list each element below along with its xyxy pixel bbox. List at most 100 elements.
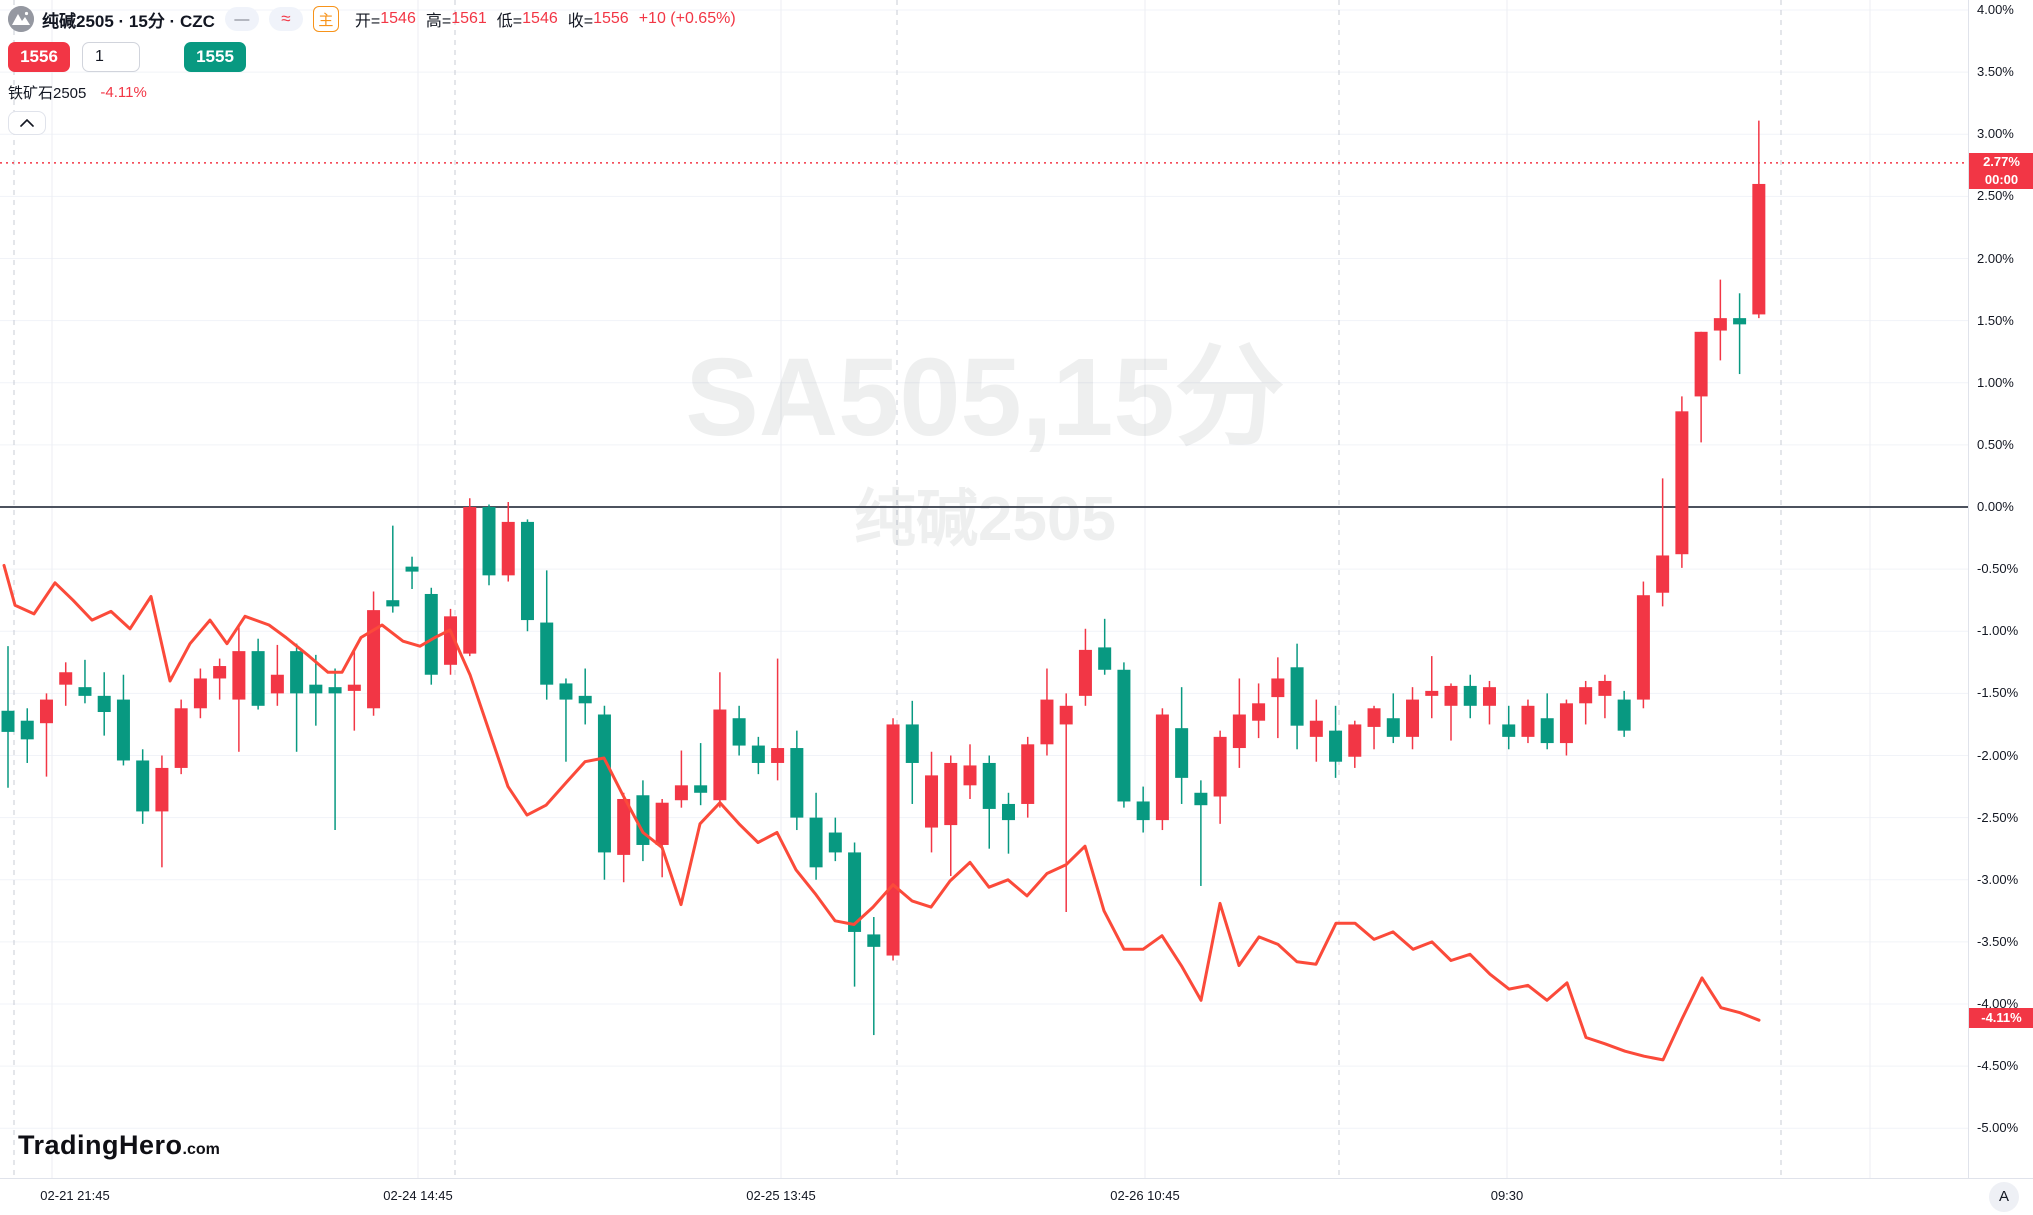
- buy-button[interactable]: 1555: [184, 42, 246, 72]
- candle: [713, 672, 727, 808]
- candle: [1194, 780, 1208, 886]
- candle: [1175, 687, 1189, 804]
- candle: [617, 792, 631, 883]
- candle: [251, 638, 265, 710]
- trade-buttons-row: 1556 1555: [8, 42, 736, 72]
- price-tick-label: 4.00%: [1977, 2, 2014, 17]
- sell-button[interactable]: 1556: [8, 42, 70, 72]
- overlay-legend-row[interactable]: 铁矿石2505 -4.11%: [8, 82, 736, 103]
- price-tick-label: -4.50%: [1977, 1058, 2019, 1074]
- quantity-input[interactable]: [82, 42, 140, 72]
- candle: [1617, 690, 1631, 737]
- time-tick-label: 02-24 14:45: [383, 1188, 453, 1203]
- price-tick-label: -5.00%: [1977, 1120, 2019, 1136]
- candle: [1425, 656, 1439, 719]
- candle: [20, 708, 34, 763]
- candle: [1579, 680, 1593, 725]
- symbol-title[interactable]: 纯碱2505 · 15分 · CZC: [42, 11, 215, 31]
- candle: [1252, 683, 1266, 739]
- price-tick-label: -3.00%: [1977, 871, 2019, 887]
- candle: [867, 917, 881, 1036]
- candle: [790, 730, 804, 831]
- price-tick-label: -0.50%: [1977, 561, 2019, 577]
- low-label: 低=: [496, 13, 523, 30]
- candle: [694, 743, 708, 806]
- candle: [78, 659, 92, 704]
- candle: [520, 519, 534, 632]
- price-tick-label: 3.00%: [1977, 126, 2014, 142]
- main-contract-badge[interactable]: 主: [312, 6, 339, 32]
- price-tick-label: -2.50%: [1977, 809, 2019, 825]
- candle: [424, 587, 438, 685]
- candle: [1059, 693, 1073, 913]
- candle: [1733, 293, 1747, 375]
- candle: [1656, 478, 1670, 607]
- candle: [1098, 618, 1112, 675]
- time-tick-label: 09:30: [1490, 1188, 1524, 1203]
- close-label: 收=: [567, 13, 594, 30]
- overlay-line-series: [2, 563, 1761, 1062]
- price-axis[interactable]: 2.77% 00:00 -4.11% 4.00% 3.50% 3.00% 2.50% 2…: [1968, 0, 2033, 1178]
- candle: [578, 668, 592, 725]
- candle: [463, 498, 477, 657]
- axis-settings-button[interactable]: A: [1989, 1182, 2019, 1212]
- candle: [963, 744, 977, 799]
- candle: [367, 591, 381, 716]
- candle: [1444, 683, 1458, 741]
- candle: [155, 755, 169, 868]
- interval-dash-icon[interactable]: —: [224, 7, 259, 31]
- candle: [1348, 720, 1362, 768]
- symbol-logo-icon[interactable]: [8, 6, 34, 32]
- high-label: 高=: [425, 13, 452, 30]
- candle: [1540, 693, 1554, 750]
- candle: [482, 504, 496, 586]
- overlay-symbol-name: 铁矿石2505: [8, 85, 87, 102]
- price-tick-label: -2.00%: [1977, 747, 2019, 763]
- chart-header: 纯碱2505 · 15分 · CZC — ≈ 主 开= 1546 高= 1561 低…: [8, 5, 736, 135]
- candle: [290, 643, 304, 752]
- candle: [59, 662, 73, 706]
- candle: [39, 693, 53, 777]
- candle: [655, 798, 669, 878]
- watermark-name: 纯碱2505: [854, 485, 1116, 554]
- candle: [386, 525, 400, 613]
- watermark-symbol: SA505,15分: [685, 336, 1284, 459]
- candle: [674, 750, 688, 808]
- candle: [540, 570, 554, 700]
- candle: [1309, 699, 1323, 762]
- price-tick-label: -3.50%: [1977, 933, 2019, 949]
- candle: [1136, 786, 1150, 833]
- change-value: +10 (+0.65%): [638, 10, 736, 27]
- time-axis[interactable]: A 02-21 21:45 02-24 14:45 02-25 13:45 02-26…: [0, 1178, 2033, 1215]
- last-price-value: 2.77%: [1983, 153, 2020, 169]
- chart-canvas[interactable]: SA505,15分纯碱2505: [0, 0, 1968, 1178]
- price-tick-label: 0.00%: [1977, 499, 2014, 514]
- candle: [501, 502, 515, 582]
- approx-icon[interactable]: ≈: [268, 7, 303, 31]
- candle: [1694, 331, 1708, 443]
- price-tick-label: 1.50%: [1977, 312, 2014, 328]
- candle: [270, 644, 284, 706]
- candle: [232, 625, 246, 752]
- candle: [1752, 120, 1766, 319]
- price-tick-label: 3.50%: [1977, 64, 2014, 80]
- candle: [559, 678, 573, 762]
- high-value: 1561: [451, 10, 487, 27]
- price-tick-label: 0.50%: [1977, 436, 2014, 452]
- time-tick-label: 02-26 10:45: [1110, 1188, 1180, 1203]
- open-value: 1546: [380, 10, 416, 27]
- candle: [405, 556, 419, 590]
- candle: [1482, 680, 1496, 725]
- tradinghero-logo[interactable]: TradingHero.com: [18, 1130, 220, 1161]
- price-tick-label: 2.00%: [1977, 250, 2014, 266]
- last-price-badge: 2.77% 00:00: [1969, 152, 2033, 189]
- candle: [944, 755, 958, 877]
- price-tick-label: -1.50%: [1977, 685, 2019, 701]
- candle: [193, 668, 207, 719]
- candle: [1213, 730, 1227, 824]
- collapse-legend-button[interactable]: [8, 111, 46, 135]
- candle: [1290, 643, 1304, 750]
- candle: [1001, 792, 1015, 854]
